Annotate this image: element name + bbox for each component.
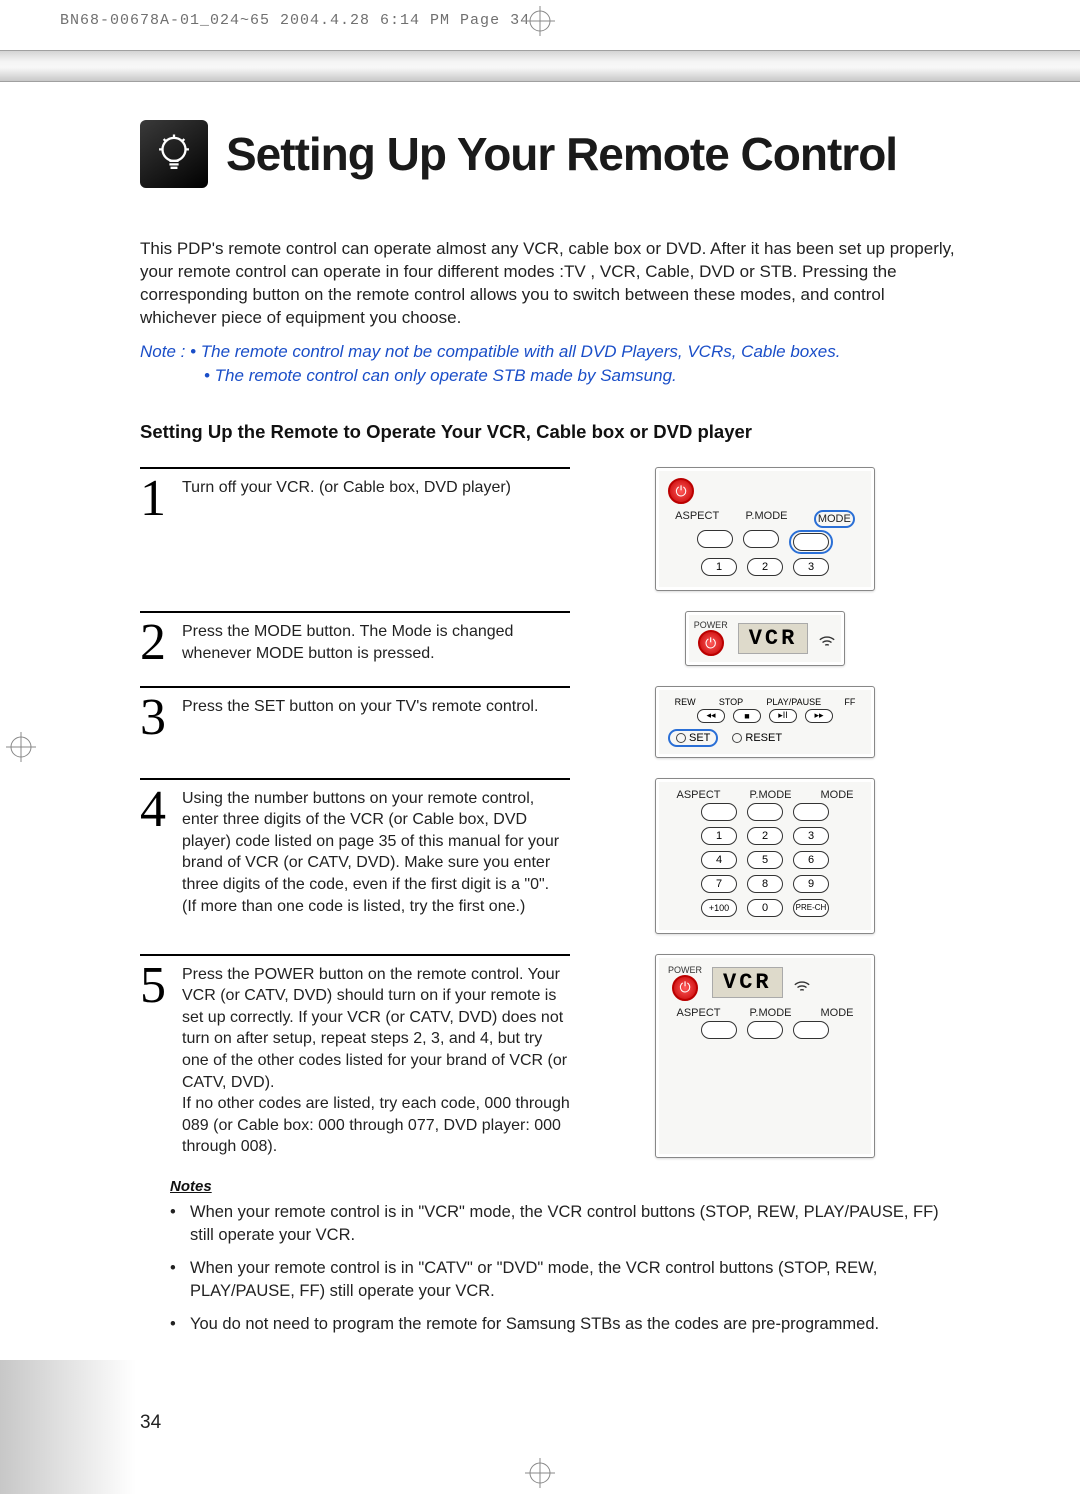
oval-button — [793, 1021, 829, 1039]
prech-button: PRE-CH — [793, 899, 829, 917]
step-5-text: Press the POWER button on the remote con… — [182, 964, 570, 1158]
set-button-highlighted: SET — [668, 729, 718, 747]
step-1-number: 1 — [140, 477, 182, 591]
label-power: POWER — [668, 965, 702, 975]
label-rew: REW — [675, 697, 696, 707]
section-subheading: Setting Up the Remote to Operate Your VC… — [140, 421, 960, 443]
compatibility-note: Note : • The remote control may not be c… — [140, 340, 960, 388]
scan-gutter-shadow — [0, 1360, 160, 1494]
oval-button — [697, 530, 733, 548]
label-aspect: ASPECT — [675, 510, 719, 528]
reset-button: RESET — [732, 732, 782, 744]
figure-2: POWER ⏻ VCR — [685, 611, 846, 665]
step-2: 2 Press the MODE button. The Mode is cha… — [140, 611, 960, 665]
num-9: 9 — [793, 875, 829, 893]
label-power: POWER — [694, 620, 728, 630]
figure-5: POWER ⏻ VCR ASPECT P.MODE MODE — [655, 954, 875, 1158]
page-title: Setting Up Your Remote Control — [226, 127, 897, 181]
label-stop: STOP — [719, 697, 743, 707]
oval-button — [743, 530, 779, 548]
signal-icon — [818, 629, 836, 647]
step-4: 4 Using the number buttons on your remot… — [140, 778, 960, 934]
power-button-icon: ⏻ — [672, 975, 698, 1001]
note-item: You do not need to program the remote fo… — [170, 1313, 960, 1336]
num-1: 1 — [701, 827, 737, 845]
stop-button-icon: ■ — [733, 709, 761, 723]
label-set: SET — [689, 732, 710, 744]
num-6: 6 — [793, 851, 829, 869]
notes-heading: Notes — [170, 1178, 960, 1195]
registration-mark-left — [6, 732, 36, 762]
step-4-text: Using the number buttons on your remote … — [182, 788, 570, 934]
num-8: 8 — [747, 875, 783, 893]
notes-list: When your remote control is in "VCR" mod… — [170, 1201, 960, 1336]
mode-button-highlighted — [793, 533, 829, 551]
label-aspect: ASPECT — [677, 1007, 721, 1019]
label-pmode: P.MODE — [750, 789, 792, 801]
vcr-lcd-display: VCR — [712, 967, 783, 998]
lightbulb-icon — [140, 120, 208, 188]
num-3: 3 — [793, 827, 829, 845]
note-line-1: Note : • The remote control may not be c… — [140, 342, 840, 361]
step-1-text: Turn off your VCR. (or Cable box, DVD pl… — [182, 477, 511, 591]
scan-header-text: BN68-00678A-01_024~65 2004.4.28 6:14 PM … — [60, 12, 530, 29]
power-button-icon: ⏻ — [698, 630, 724, 656]
label-playpause: PLAY/PAUSE — [766, 697, 821, 707]
label-ff: FF — [844, 697, 855, 707]
registration-mark-top — [525, 6, 555, 36]
power-button-icon: ⏻ — [668, 478, 694, 504]
decorative-metal-bar — [0, 50, 1080, 82]
note-line-2: • The remote control can only operate ST… — [140, 364, 960, 388]
signal-icon — [793, 974, 811, 992]
page-content: Setting Up Your Remote Control This PDP'… — [140, 120, 960, 1346]
step-2-number: 2 — [140, 621, 182, 665]
registration-mark-bottom — [525, 1458, 555, 1488]
label-pmode: P.MODE — [750, 1007, 792, 1019]
step-5-number: 5 — [140, 964, 182, 1158]
label-mode: MODE — [821, 1007, 854, 1019]
num-4: 4 — [701, 851, 737, 869]
step-3-text: Press the SET button on your TV's remote… — [182, 696, 538, 758]
step-5: 5 Press the POWER button on the remote c… — [140, 954, 960, 1158]
note-item: When your remote control is in "CATV" or… — [170, 1257, 960, 1303]
figure-1: ⏻ ASPECT P.MODE MODE 1 2 3 — [655, 467, 875, 591]
title-row: Setting Up Your Remote Control — [140, 120, 960, 188]
num-1: 1 — [701, 558, 737, 576]
num-2: 2 — [747, 827, 783, 845]
label-aspect: ASPECT — [677, 789, 721, 801]
oval-button — [747, 803, 783, 821]
plus100-button: +100 — [701, 899, 737, 917]
label-reset: RESET — [745, 732, 782, 744]
label-pmode: P.MODE — [746, 510, 788, 528]
ff-button-icon: ▸▸ — [805, 709, 833, 723]
vcr-lcd-display: VCR — [738, 623, 809, 654]
oval-button — [747, 1021, 783, 1039]
step-3: 3 Press the SET button on your TV's remo… — [140, 686, 960, 758]
num-0: 0 — [747, 899, 783, 917]
oval-button — [793, 803, 829, 821]
figure-3: REW STOP PLAY/PAUSE FF ◂◂ ■ ▸II ▸▸ SET R… — [655, 686, 875, 758]
figure-4: ASPECT P.MODE MODE 123 456 789 +100 0 PRE-… — [655, 778, 875, 934]
oval-button — [701, 1021, 737, 1039]
oval-button — [701, 803, 737, 821]
rew-button-icon: ◂◂ — [697, 709, 725, 723]
playpause-button-icon: ▸II — [769, 709, 797, 723]
label-mode-highlighted: MODE — [818, 513, 851, 525]
step-3-number: 3 — [140, 696, 182, 758]
note-item: When your remote control is in "VCR" mod… — [170, 1201, 960, 1247]
step-1: 1 Turn off your VCR. (or Cable box, DVD … — [140, 467, 960, 591]
num-2: 2 — [747, 558, 783, 576]
step-2-text: Press the MODE button. The Mode is chang… — [182, 621, 570, 665]
intro-paragraph: This PDP's remote control can operate al… — [140, 238, 960, 330]
num-5: 5 — [747, 851, 783, 869]
label-mode: MODE — [821, 789, 854, 801]
num-7: 7 — [701, 875, 737, 893]
num-3: 3 — [793, 558, 829, 576]
step-4-number: 4 — [140, 788, 182, 934]
